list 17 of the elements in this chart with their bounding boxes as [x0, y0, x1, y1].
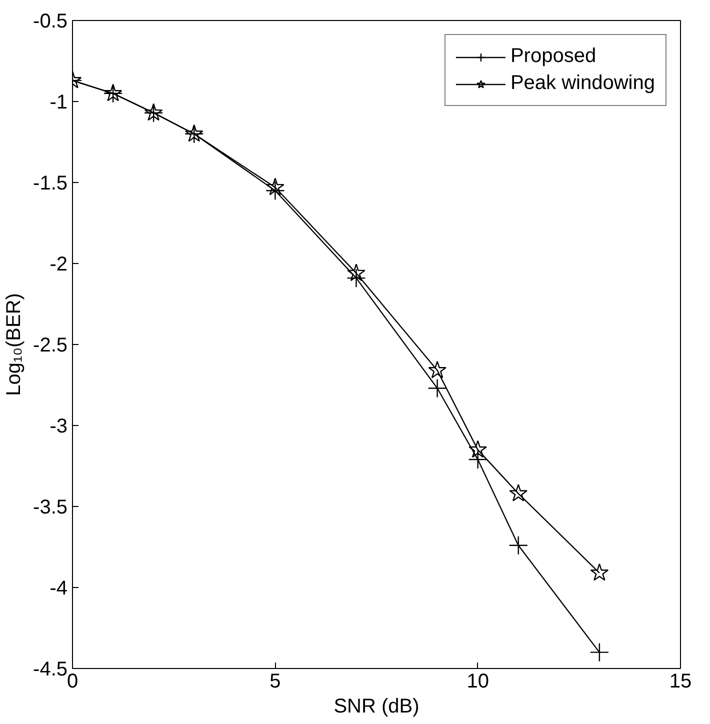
- y-axis-title: Log₁₀(BER): [3, 293, 26, 396]
- y-tick-label: -1.5: [33, 172, 68, 194]
- y-tick-label: -2: [50, 254, 68, 276]
- x-tick-label: 0: [66, 670, 78, 692]
- y-tick-label: -2.5: [33, 334, 68, 356]
- x-axis-title: SNR (dB): [334, 696, 420, 718]
- y-tick-label: -3: [50, 416, 68, 438]
- legend-label: Proposed: [510, 45, 596, 68]
- x-tick-label: 10: [466, 670, 489, 692]
- y-tick-label: -4.5: [33, 658, 68, 680]
- y-tick-label: -0.5: [33, 10, 68, 32]
- y-tick-label: -3.5: [33, 496, 68, 518]
- y-tick-label: -4: [50, 578, 68, 600]
- legend-label: Peak windowing: [510, 72, 655, 95]
- x-tick-label: 15: [669, 670, 692, 692]
- x-tick-label: 5: [270, 670, 281, 692]
- y-tick-label: -1: [50, 92, 68, 114]
